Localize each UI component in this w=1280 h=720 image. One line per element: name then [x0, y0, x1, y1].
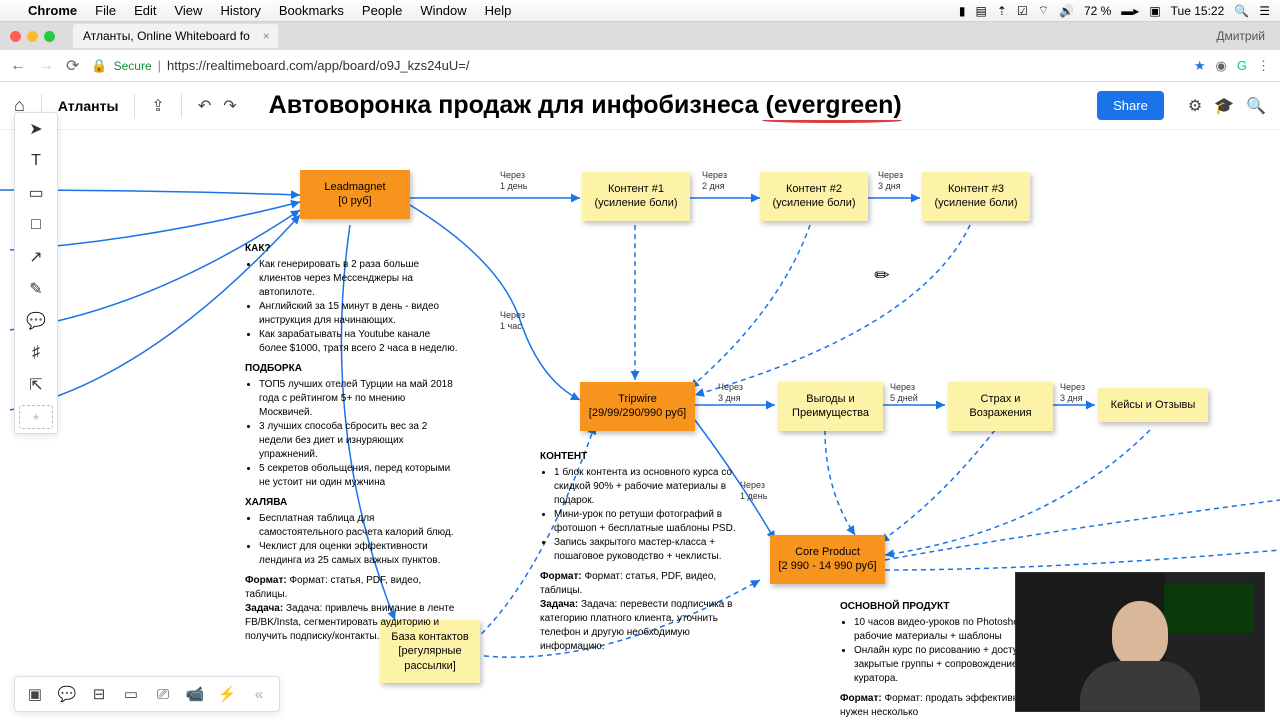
note-cases[interactable]: Кейсы и Отзывы [1098, 388, 1208, 422]
settings-icon[interactable]: ⚙ [1188, 96, 1202, 116]
app-toolbar: ⌂ Атланты ⇪ ↶ ↷ Автоворонка продаж для и… [0, 82, 1280, 130]
shape-tool[interactable]: □ [15, 209, 57, 241]
dropbox-icon: ⇡ [997, 4, 1007, 18]
upload-tool[interactable]: ⇱ [15, 369, 57, 401]
frame-tool[interactable]: ♯ [15, 337, 57, 369]
extension-icon[interactable]: G [1237, 58, 1247, 74]
profile-name[interactable]: Дмитрий [1216, 29, 1265, 43]
edge-label: Через2 дня [702, 170, 727, 192]
menu-file[interactable]: File [95, 3, 116, 18]
menu-edit[interactable]: Edit [134, 3, 156, 18]
note-tripwire[interactable]: Tripwire[29/99/290/990 руб] [580, 382, 695, 431]
url-text: https://realtimeboard.com/app/board/o9J_… [167, 58, 469, 73]
whiteboard-canvas[interactable]: Leadmagnet[0 руб] Контент #1(усиление бо… [0, 130, 1280, 720]
search-icon[interactable]: 🔍 [1246, 96, 1266, 116]
search-icon[interactable]: 🔍 [1234, 4, 1249, 18]
left-toolbar: ➤ T ▭ □ ↗ ✎ 💬 ♯ ⇱ + [14, 112, 58, 434]
url-bar[interactable]: 🔒 Secure | https://realtimeboard.com/app… [91, 58, 1181, 74]
menu-icon[interactable]: ☰ [1259, 4, 1270, 18]
text-block-tripwire[interactable]: КОНТЕНТ 1 блок контента из основного кур… [540, 450, 740, 654]
browser-addressbar: ← → ⟳ 🔒 Secure | https://realtimeboard.c… [0, 50, 1280, 82]
text-tool[interactable]: T [15, 145, 57, 177]
menu-bookmarks[interactable]: Bookmarks [279, 3, 344, 18]
bottom-toolbar: ▣ 💬 ⊟ ▭ ⎚ 📹 ⚡ « [14, 676, 280, 712]
browser-tab[interactable]: Атланты, Online Whiteboard fo × [73, 24, 278, 48]
graduation-icon[interactable]: 🎓 [1214, 96, 1234, 116]
edge-label: Через5 дней [890, 382, 918, 404]
menu-icon[interactable]: ⋮ [1257, 58, 1270, 74]
volume-icon: 🔊 [1059, 4, 1074, 18]
note-content1[interactable]: Контент #1(усиление боли) [582, 172, 690, 221]
browser-tabbar: Атланты, Online Whiteboard fo × Дмитрий [0, 22, 1280, 50]
app-name[interactable]: Chrome [28, 3, 77, 18]
note-core-product[interactable]: Core Product[2 990 - 14 990 руб] [770, 535, 885, 584]
redo-icon[interactable]: ↷ [223, 96, 236, 116]
note-content3[interactable]: Контент #3(усиление боли) [922, 172, 1030, 221]
upload-icon[interactable]: ⇪ [151, 96, 164, 116]
edge-label: Через3 дня [878, 170, 903, 192]
menu-window[interactable]: Window [420, 3, 466, 18]
pen-tool[interactable]: ✎ [15, 273, 57, 305]
edge-label: Через1 день [740, 480, 767, 502]
undo-icon[interactable]: ↶ [198, 96, 211, 116]
edge-label: Через1 день [500, 170, 527, 192]
comments-icon[interactable]: 💬 [53, 680, 81, 708]
sticky-tool[interactable]: ▭ [15, 177, 57, 209]
comment-tool[interactable]: 💬 [15, 305, 57, 337]
frames-icon[interactable]: ▣ [21, 680, 49, 708]
chat-icon[interactable]: ⊟ [85, 680, 113, 708]
reload-button[interactable]: ⟳ [66, 56, 79, 76]
tab-title: Атланты, Online Whiteboard fo [83, 29, 250, 43]
add-tool[interactable]: + [19, 405, 53, 429]
collapse-icon[interactable]: « [245, 680, 273, 708]
menu-history[interactable]: History [220, 3, 260, 18]
check-icon: ☑ [1017, 4, 1028, 18]
status-icon: ▤ [976, 4, 987, 18]
menu-help[interactable]: Help [485, 3, 512, 18]
clock: Tue 15:22 [1171, 4, 1225, 18]
maximize-window[interactable] [44, 31, 55, 42]
edge-label: Через3 дня [1060, 382, 1085, 404]
secure-label: Secure [114, 59, 152, 73]
activity-icon[interactable]: ⚡ [213, 680, 241, 708]
back-button[interactable]: ← [10, 57, 26, 75]
video-icon[interactable]: 📹 [181, 680, 209, 708]
status-icon: ▣ [1149, 4, 1160, 18]
extension-icon[interactable]: ◉ [1216, 58, 1227, 74]
share-button[interactable]: Share [1097, 91, 1164, 120]
edge-label: Через1 час [500, 310, 525, 332]
menu-people[interactable]: People [362, 3, 402, 18]
arrow-tool[interactable]: ↗ [15, 241, 57, 273]
minimize-window[interactable] [27, 31, 38, 42]
forward-button[interactable]: → [38, 57, 54, 75]
cards-icon[interactable]: ▭ [117, 680, 145, 708]
edge-label: Через3 дня [718, 382, 743, 404]
screen-share-icon[interactable]: ⎚ [149, 680, 177, 708]
note-leadmagnet[interactable]: Leadmagnet[0 руб] [300, 170, 410, 219]
note-content2[interactable]: Контент #2(усиление боли) [760, 172, 868, 221]
lock-icon: 🔒 [91, 58, 107, 74]
board-title: Автоворонка продаж для инфобизнеса (ever… [269, 91, 902, 120]
close-tab-icon[interactable]: × [263, 29, 270, 43]
menu-view[interactable]: View [174, 3, 202, 18]
status-icon: ▮ [959, 4, 966, 18]
webcam-overlay[interactable] [1015, 572, 1265, 712]
note-fears[interactable]: Страх иВозражения [948, 382, 1053, 431]
text-block-core[interactable]: ОСНОВНОЙ ПРОДУКТ 10 часов видео-уроков п… [840, 600, 1040, 720]
pen-cursor-icon: ✎ [870, 263, 896, 289]
board-name[interactable]: Атланты [58, 98, 119, 114]
text-block-leadmagnet[interactable]: КАК? Как генерировать в 2 раза больше кл… [245, 242, 460, 644]
note-benefits[interactable]: Выгоды иПреимущества [778, 382, 883, 431]
battery-icon: ▬▸ [1121, 4, 1139, 18]
wifi-icon: ⌔ [1038, 3, 1049, 18]
star-icon[interactable]: ★ [1194, 58, 1206, 74]
battery-text: 72 % [1084, 4, 1111, 18]
close-window[interactable] [10, 31, 21, 42]
cursor-tool[interactable]: ➤ [15, 113, 57, 145]
macos-menubar: Chrome File Edit View History Bookmarks … [0, 0, 1280, 22]
